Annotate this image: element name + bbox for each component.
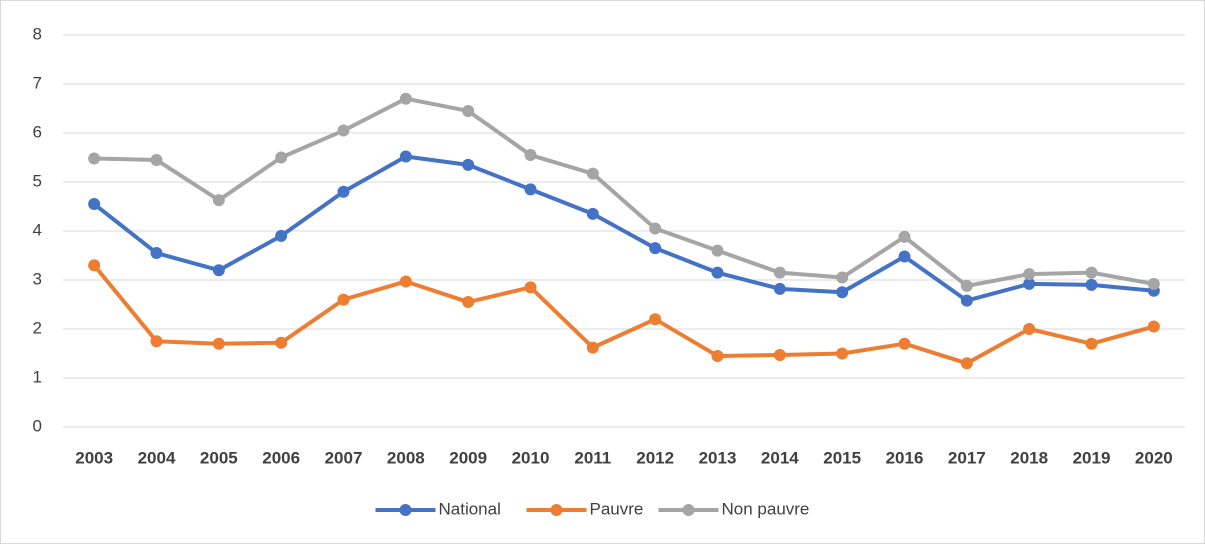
data-point (960, 357, 973, 370)
data-point (649, 222, 662, 235)
x-tick-label: 2006 (262, 448, 300, 467)
data-point (462, 104, 475, 117)
data-point (399, 92, 412, 105)
data-point (275, 151, 288, 164)
data-point (960, 279, 973, 292)
data-point (275, 336, 288, 349)
data-point (88, 259, 101, 272)
data-point (524, 183, 537, 196)
data-point (212, 337, 225, 350)
x-tick-label: 2005 (200, 448, 238, 467)
y-tick-label: 7 (33, 73, 42, 92)
data-point (773, 266, 786, 279)
y-tick-label: 0 (33, 416, 42, 435)
x-tick-label: 2013 (699, 448, 737, 467)
x-tick-label: 2017 (948, 448, 986, 467)
series-line (92, 264, 1155, 366)
y-tick-label: 4 (33, 220, 42, 239)
data-point (836, 286, 849, 299)
data-point (399, 275, 412, 288)
data-point (150, 247, 163, 260)
data-point (898, 230, 911, 243)
x-tick-label: 2004 (138, 448, 176, 467)
y-tick-label: 2 (33, 318, 42, 337)
data-point (337, 293, 350, 306)
y-tick-label: 6 (33, 122, 42, 141)
x-tick-label: 2014 (761, 448, 799, 467)
data-point (836, 271, 849, 284)
data-point (898, 250, 911, 263)
x-tick-label: 2008 (387, 448, 425, 467)
data-point (1085, 278, 1098, 291)
data-point (649, 242, 662, 255)
data-point (711, 244, 724, 257)
legend-label: Pauvre (590, 499, 644, 518)
data-point (586, 341, 599, 354)
x-tick-label: 2011 (574, 448, 611, 467)
data-point (524, 281, 537, 294)
x-tick-label: 2015 (823, 448, 861, 467)
x-tick-label: 2016 (886, 448, 924, 467)
y-tick-label: 3 (33, 269, 42, 288)
y-tick-label: 8 (33, 24, 42, 43)
data-point (337, 185, 350, 198)
data-point (1085, 337, 1098, 350)
y-tick-label: 5 (33, 171, 42, 190)
data-point (150, 335, 163, 348)
data-point (399, 150, 412, 163)
data-point (836, 347, 849, 360)
data-point (150, 153, 163, 166)
data-point (711, 266, 724, 279)
data-point (462, 158, 475, 171)
data-point (88, 152, 101, 165)
x-tick-label: 2019 (1073, 448, 1111, 467)
data-point (1085, 266, 1098, 279)
data-point (524, 149, 537, 162)
series-line (92, 154, 1155, 303)
data-point (960, 294, 973, 307)
legend-label: National (439, 499, 501, 518)
x-tick-label: 2010 (512, 448, 550, 467)
data-point (1023, 268, 1036, 281)
legend-marker (682, 504, 695, 516)
data-point (1023, 277, 1036, 290)
x-tick-label: 2020 (1135, 448, 1173, 467)
x-tick-label: 2009 (449, 448, 487, 467)
data-point (1023, 323, 1036, 335)
data-point (1147, 277, 1160, 290)
legend-marker (399, 504, 412, 516)
x-tick-label: 2012 (636, 448, 674, 467)
data-point (586, 207, 599, 220)
x-tick-label: 2018 (1010, 448, 1048, 467)
data-point (898, 337, 911, 350)
legend-marker (550, 504, 563, 516)
y-tick-label: 1 (33, 367, 42, 386)
data-point (773, 282, 786, 295)
data-point (1147, 320, 1160, 333)
data-point (462, 296, 475, 309)
data-point (212, 194, 225, 207)
x-tick-label: 2007 (325, 448, 363, 467)
data-point (649, 313, 662, 326)
data-point (275, 229, 288, 242)
data-point (711, 349, 724, 362)
data-point (773, 348, 786, 361)
legend-label: Non pauvre (722, 499, 810, 518)
x-tick-label: 2003 (75, 448, 113, 467)
data-point (586, 167, 599, 180)
data-point (212, 264, 225, 277)
data-point (88, 198, 101, 211)
data-point (337, 124, 350, 137)
series-line (94, 96, 1155, 288)
